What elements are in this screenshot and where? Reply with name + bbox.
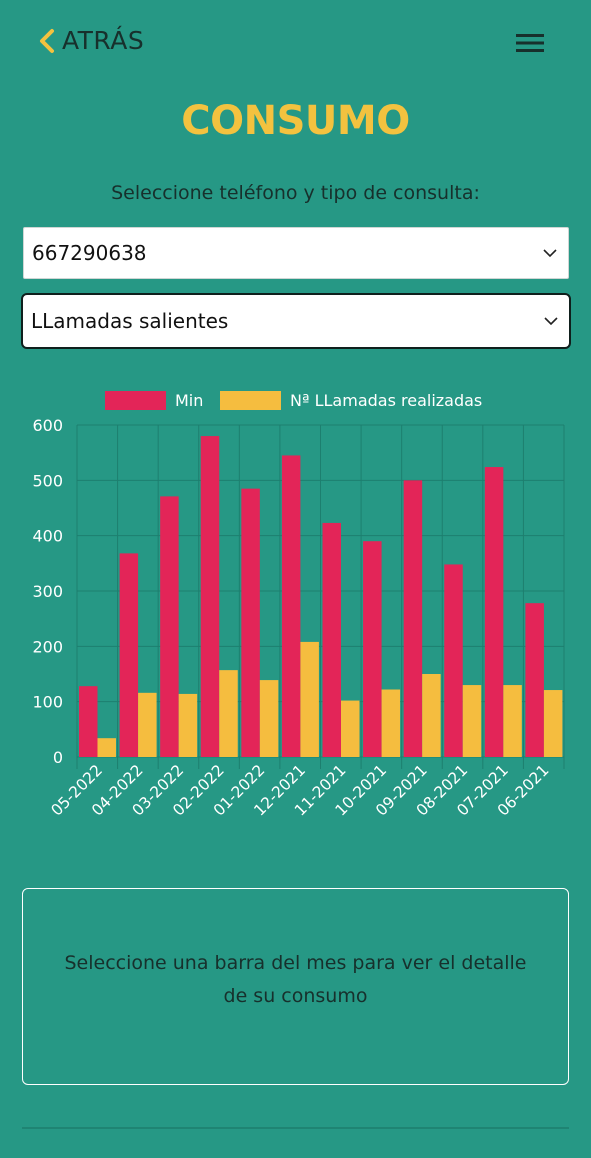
selection-prompt: Seleccione teléfono y tipo de consulta: [111,182,480,204]
detail-hint-text: Seleccione una barra del mes para ver el… [64,951,527,1007]
y-tick-label: 500 [32,471,63,490]
bar-min [200,436,220,757]
legend-label: Nª LLamadas realizadas [290,391,482,410]
y-tick-label: 0 [53,748,63,767]
y-tick-label: 600 [32,416,63,435]
bar-min [444,564,463,757]
bar-calls [422,674,441,757]
consumption-chart: 0 100 200 300 400 500 600 Min Nª LLamadas realiz… [0,380,591,840]
menu-button[interactable] [515,31,545,55]
divider [22,1127,569,1129]
bar-calls [97,738,116,757]
bar-min [119,553,139,757]
bar-calls [543,690,563,757]
bar-calls [462,685,482,757]
detail-panel: Seleccione una barra del mes para ver el… [22,888,569,1085]
y-tick-label: 300 [32,582,63,601]
back-label: ATRÁS [62,26,145,55]
hamburger-menu-icon [516,34,544,52]
page-title: CONSUMO [181,98,410,144]
bar-min [160,496,179,757]
phone-select-value: 667290638 [32,241,147,265]
query-type-select[interactable]: LLamadas salientes [21,293,571,349]
bar-min [281,455,301,757]
bar-calls [138,692,157,757]
bar-min [363,541,382,757]
bar-calls [300,641,319,757]
bar-calls [178,693,198,757]
legend-label: Min [175,391,203,410]
bar-min [79,686,98,757]
bar-min [241,488,260,757]
legend-swatch [220,391,281,410]
bar-min [403,480,423,757]
y-tick-label: 200 [32,637,63,656]
query-type-select-value: LLamadas salientes [31,309,229,333]
legend-swatch [105,391,166,410]
consumption-bar-chart: 0 100 200 300 400 500 600 Min Nª LLamadas realiz… [32,391,565,820]
bar-min [525,603,544,757]
bar-calls [219,670,238,757]
phone-select[interactable]: 667290638 [23,227,569,279]
bar-min [484,467,504,757]
chevron-down-icon [544,317,558,326]
back-button[interactable]: ATRÁS [38,26,144,55]
bar-calls [381,689,401,757]
y-tick-label: 100 [32,693,63,712]
bar-calls [503,685,522,757]
bar-min [322,522,341,757]
bar-calls [341,700,360,757]
chevron-left-icon [40,28,54,53]
chevron-down-icon [543,249,557,258]
bar-calls [259,680,279,757]
y-tick-label: 400 [32,527,63,546]
